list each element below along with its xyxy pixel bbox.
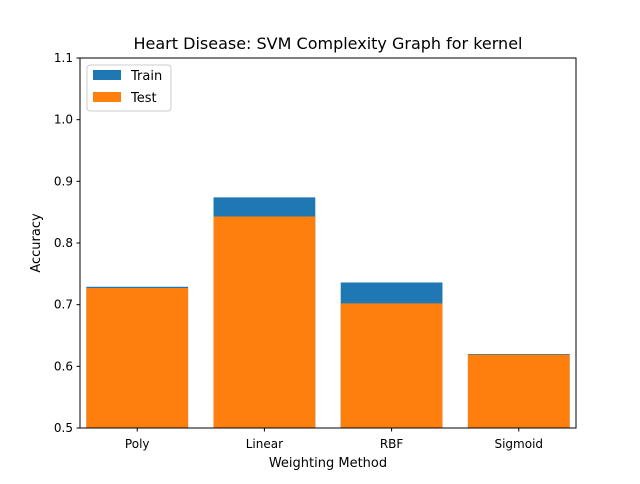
- x-axis-label: Weighting Method: [269, 456, 387, 471]
- bar-test-poly: [86, 288, 189, 428]
- chart-title: Heart Disease: SVM Complexity Graph for …: [134, 34, 523, 53]
- y-tick-label: 0.6: [54, 359, 73, 373]
- plot-frame: [79, 57, 577, 429]
- bar-test-sigmoid: [467, 354, 570, 428]
- legend-swatch-test: [93, 92, 121, 102]
- legend-label-test: Test: [130, 91, 157, 106]
- x-tick-label: RBF: [380, 437, 404, 451]
- y-axis-label: Accuracy: [29, 213, 44, 273]
- x-axis-ticks: Poly Linear RBF Sigmoid: [125, 428, 543, 451]
- bar-test-linear: [213, 216, 316, 428]
- y-tick-label: 0.5: [54, 421, 73, 435]
- x-tick-label: Poly: [125, 437, 150, 451]
- legend-swatch-train: [93, 70, 121, 80]
- bar-test-rbf: [340, 303, 443, 428]
- legend: Train Test: [86, 64, 172, 112]
- y-tick-label: 0.8: [54, 236, 73, 250]
- y-tick-label: 1.1: [54, 51, 73, 65]
- x-tick-label: Sigmoid: [494, 437, 543, 451]
- legend-label-train: Train: [130, 69, 162, 84]
- y-tick-label: 0.7: [54, 298, 73, 312]
- y-tick-label: 1.0: [54, 113, 73, 127]
- y-axis-ticks: 0.5 0.6 0.7 0.8 0.9 1.0 1.1: [54, 51, 80, 435]
- x-tick-label: Linear: [246, 437, 283, 451]
- y-tick-label: 0.9: [54, 174, 73, 188]
- bars-layer: [86, 197, 570, 428]
